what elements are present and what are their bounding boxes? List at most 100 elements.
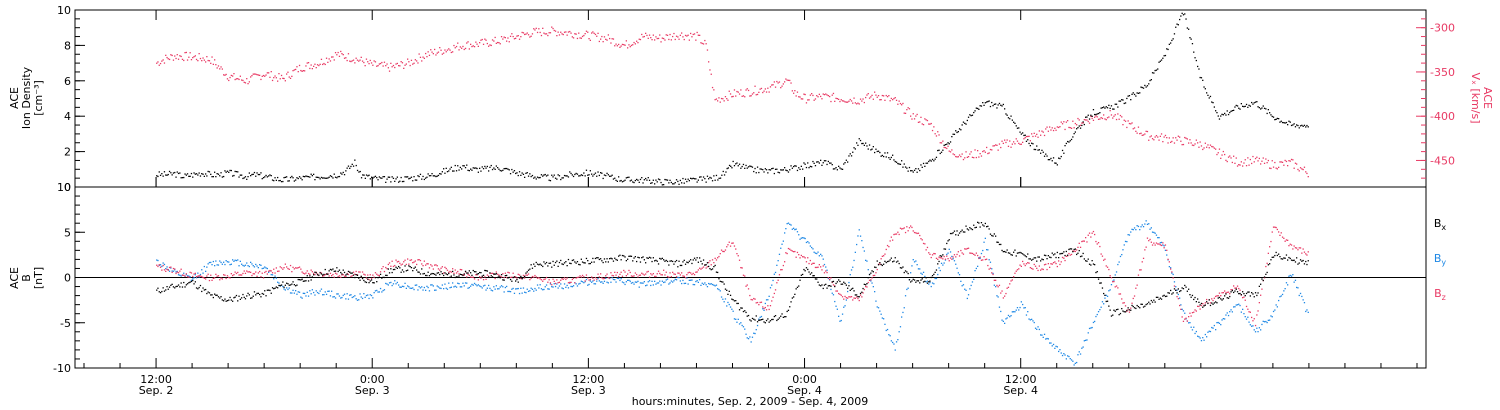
bx-point (560, 259, 562, 262)
bx-point (435, 274, 437, 276)
bx-point (1001, 249, 1003, 252)
bz-point (996, 284, 998, 287)
by-point (1191, 329, 1194, 331)
vx-point (534, 29, 536, 31)
bx-point (852, 287, 854, 289)
vx-point (1110, 114, 1113, 116)
density-point (1290, 124, 1293, 127)
bx-point (793, 296, 795, 298)
density-point (530, 175, 532, 178)
bx-point (642, 256, 644, 258)
bz-point (509, 276, 512, 279)
by-point (333, 296, 335, 298)
density-point (436, 175, 438, 177)
density-point (816, 161, 818, 163)
by-point (1224, 318, 1226, 320)
by-point (591, 281, 593, 283)
bx-point (161, 290, 163, 293)
by-point (500, 285, 503, 287)
by-point (883, 318, 885, 320)
bz-point (956, 253, 958, 256)
vx-point (619, 46, 621, 48)
vx-point (251, 75, 253, 77)
bz-point (1301, 252, 1303, 254)
vx-point (1215, 148, 1217, 150)
density-point (1014, 122, 1016, 124)
vx-point (1275, 167, 1277, 169)
bx-point (1078, 250, 1080, 252)
density-point (962, 121, 965, 123)
by-point (603, 280, 606, 282)
vx-point (1131, 122, 1133, 124)
bx-point (352, 274, 355, 276)
density-point (1123, 102, 1125, 105)
density-point (289, 176, 292, 179)
bx-point (1091, 260, 1093, 262)
bz-point (630, 275, 633, 277)
bx-point (1069, 248, 1071, 250)
bz-point (740, 267, 742, 269)
vx-point (328, 58, 330, 60)
density-point (341, 173, 343, 175)
vx-point (404, 64, 406, 66)
by-point (853, 259, 855, 262)
vx-point (686, 35, 688, 37)
density-point (1029, 145, 1031, 147)
density-point (298, 176, 301, 178)
density-point (234, 170, 236, 173)
bx-point (1267, 264, 1269, 266)
by-point (718, 288, 720, 291)
bx-point (256, 292, 258, 295)
density-point (843, 163, 845, 165)
bz-point (417, 259, 419, 261)
bz-point (660, 274, 662, 276)
by-point (915, 260, 917, 262)
bx-point (448, 272, 450, 275)
vx-point (811, 93, 813, 95)
bx-point (368, 282, 370, 284)
bx-point (1123, 311, 1125, 313)
by-point (499, 286, 501, 288)
density-point (829, 162, 831, 164)
bz-point (650, 273, 652, 275)
density-point (1013, 121, 1015, 123)
bx-point (947, 240, 949, 242)
bx-point (185, 284, 187, 286)
density-point (886, 152, 889, 154)
density-point (338, 175, 341, 178)
by-point (624, 283, 626, 286)
bx-point (250, 297, 252, 299)
bz-point (524, 277, 526, 279)
density-point (718, 177, 720, 179)
bx-point (1297, 263, 1299, 265)
density-point (980, 105, 983, 107)
bz-point (241, 274, 243, 276)
x-tick-date: Sep. 4 (787, 384, 822, 397)
density-point (1184, 13, 1186, 15)
by-point (305, 295, 307, 297)
density-point (654, 183, 656, 185)
density-point (1047, 159, 1049, 161)
by-point (430, 284, 432, 286)
bz-point (517, 273, 519, 275)
bx-point (405, 270, 407, 272)
density-point (256, 172, 258, 174)
density-point (885, 156, 887, 158)
vx-point (1260, 163, 1262, 165)
density-point (646, 179, 648, 181)
vx-point (901, 104, 903, 106)
vx-point (597, 32, 599, 34)
density-point (715, 174, 718, 177)
vx-point (1235, 157, 1237, 159)
by-point (650, 284, 652, 287)
density-point (785, 169, 787, 171)
bz-point (702, 266, 705, 268)
by-point (473, 282, 476, 285)
bx-point (978, 222, 980, 224)
bz-point (1007, 286, 1010, 288)
vx-point (385, 65, 387, 67)
density-point (556, 178, 558, 180)
bz-point (880, 258, 882, 260)
by-point (193, 277, 195, 279)
bx-point (432, 273, 434, 275)
